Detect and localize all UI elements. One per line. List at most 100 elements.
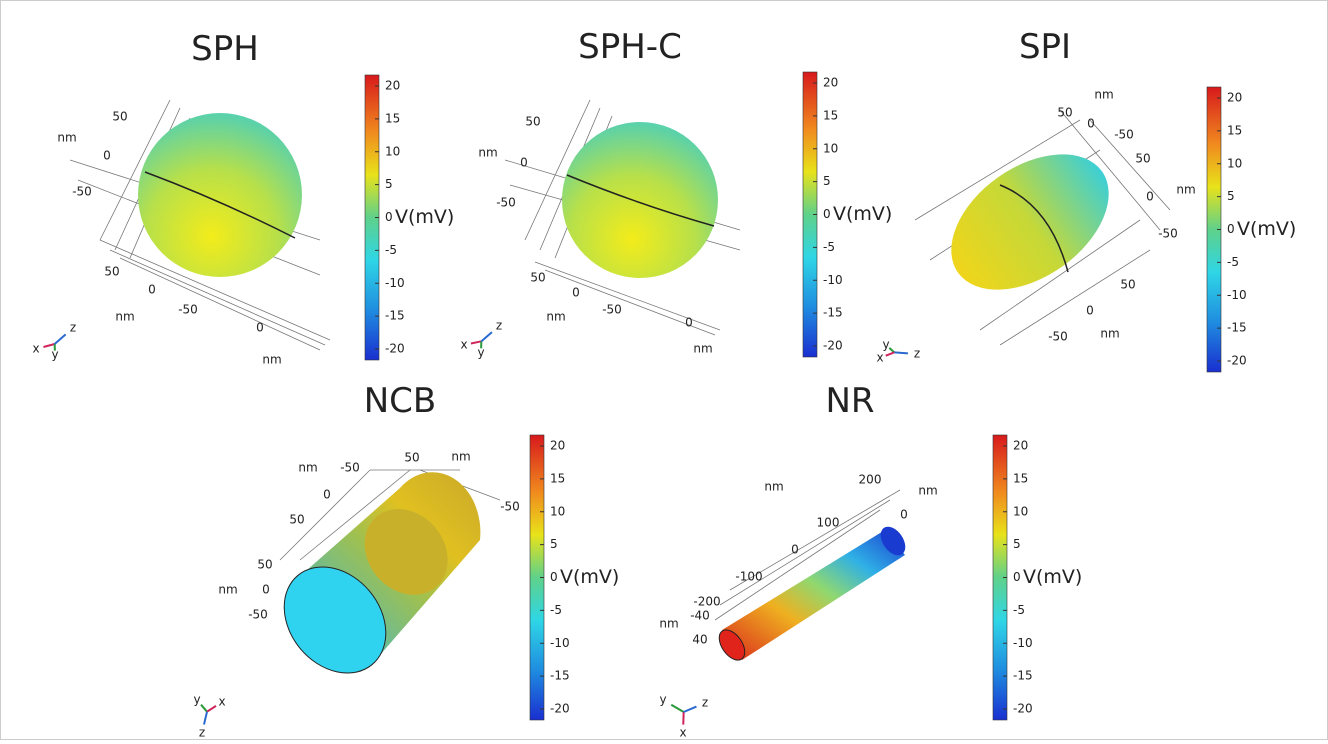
colorbar-tick-label: -5 <box>823 240 835 254</box>
colorbar-tick-label: 5 <box>1227 189 1235 203</box>
triad-label: y <box>51 348 58 362</box>
panel-title: SPH-C <box>578 27 682 67</box>
axis-label: nm <box>298 461 317 475</box>
colorbar-tick-label: 20 <box>550 439 565 453</box>
triad-axis <box>671 705 683 712</box>
axis-label: 0 <box>103 149 111 163</box>
triad-axis <box>55 334 66 344</box>
colorbar-tick-label: 20 <box>1013 439 1028 453</box>
colorbar-label: V(mV) <box>1023 566 1082 588</box>
axis-label: 0 <box>262 583 270 597</box>
axis-label: 0 <box>148 283 156 297</box>
spheroid <box>926 126 1133 317</box>
triad-axis <box>204 712 207 725</box>
axis-label: 0 <box>572 286 580 300</box>
axis-label: 50 <box>404 451 419 465</box>
axis-label: 200 <box>859 473 882 487</box>
axis-label: nm <box>451 450 470 464</box>
colorbar-tick-label: 5 <box>1013 537 1021 551</box>
colorbar-tick-label: 20 <box>1227 91 1242 105</box>
triad-label: y <box>193 693 200 707</box>
colorbar-tick-label: -15 <box>823 306 843 320</box>
colorbar-tick-label: -10 <box>550 636 570 650</box>
axis-label: nm <box>218 583 237 597</box>
colorbar-tick-label: 15 <box>550 471 565 485</box>
triad-axis <box>471 341 481 343</box>
colorbar-tick-label: -15 <box>550 669 570 683</box>
axis-label: 0 <box>1086 304 1094 318</box>
axis-label: nm <box>1176 183 1195 197</box>
axis-label: -50 <box>602 303 622 317</box>
axis-label: nm <box>659 617 678 631</box>
triad-label: y <box>477 346 484 360</box>
colorbar-tick-label: -20 <box>385 342 405 356</box>
triad-label: y <box>659 693 666 707</box>
colorbar-tick-label: 0 <box>1227 222 1235 236</box>
triad-label: z <box>496 319 502 333</box>
triad-label: z <box>702 696 708 710</box>
rod <box>722 530 905 660</box>
triad-label: z <box>70 321 76 335</box>
axis-label: 50 <box>289 513 304 527</box>
colorbar-tick-label: -10 <box>823 273 843 287</box>
colorbar-tick-label: -5 <box>1227 255 1239 269</box>
colorbar-tick-label: 5 <box>550 537 558 551</box>
axis-label: 0 <box>1146 190 1154 204</box>
colorbar-tick-label: 15 <box>1013 471 1028 485</box>
colorbar-tick-label: 0 <box>550 570 558 584</box>
triad-axis <box>894 352 908 353</box>
axis-label: nm <box>1100 327 1119 341</box>
axis-label: nm <box>115 310 134 324</box>
colorbar-tick-label: 15 <box>823 108 838 122</box>
colorbar-tick-label: -20 <box>823 339 843 353</box>
colorbar-tick-label: -20 <box>550 702 570 716</box>
colorbar-tick-label: 5 <box>385 177 393 191</box>
axis-label: 50 <box>530 271 545 285</box>
triad-label: x <box>876 351 883 365</box>
sphere <box>562 122 718 278</box>
axis-label: nm <box>918 484 937 498</box>
colorbar-label: V(mV) <box>1237 218 1296 240</box>
axis-label: -50 <box>178 303 198 317</box>
colorbar-tick-label: -20 <box>1227 354 1247 368</box>
panel-title: NCB <box>364 381 437 421</box>
colorbar-tick-label: 5 <box>823 174 831 188</box>
axis-label: -50 <box>72 185 92 199</box>
axis-label: nm <box>262 353 281 367</box>
axis-label: nm <box>546 310 565 324</box>
axis-label: nm <box>693 342 712 356</box>
triad-axis <box>207 706 216 712</box>
triad-label: x <box>218 695 225 709</box>
axis-label: nm <box>764 480 783 494</box>
triad-axis <box>481 332 492 341</box>
axis-label: nm <box>478 146 497 160</box>
colorbar-tick-label: -5 <box>385 243 397 257</box>
triad-label: x <box>460 338 467 352</box>
axis-label: -50 <box>1114 128 1134 142</box>
colorbar-tick-label: -15 <box>1227 321 1247 335</box>
colorbar-tick-label: 0 <box>1013 570 1021 584</box>
axis-label: 100 <box>817 516 840 530</box>
colorbar-label: V(mV) <box>395 206 454 228</box>
colorbar-tick-label: 10 <box>385 144 400 158</box>
axis-label: 50 <box>1135 152 1150 166</box>
panel-title: SPI <box>1019 27 1071 67</box>
colorbar-tick-label: 15 <box>1227 123 1242 137</box>
colorbar-tick-label: 10 <box>823 141 838 155</box>
triad-label: y <box>882 338 889 352</box>
colorbar-tick-label: 20 <box>823 76 838 90</box>
axis-label: 50 <box>1057 106 1072 120</box>
axis-label: -50 <box>500 500 520 514</box>
axis-label: 0 <box>520 156 528 170</box>
axis-label: 0 <box>323 488 331 502</box>
axis-label: 50 <box>112 110 127 124</box>
axis-label: 50 <box>1120 278 1135 292</box>
triad-axis <box>886 352 895 355</box>
colorbar-tick-label: 10 <box>1227 156 1242 170</box>
colorbar-tick-label: 15 <box>385 111 400 125</box>
axis-label: 0 <box>256 321 264 335</box>
triad-axis <box>684 707 697 712</box>
axis-label: 0 <box>791 543 799 557</box>
axis-label: 0 <box>900 508 908 522</box>
axis-label: 50 <box>257 558 272 572</box>
